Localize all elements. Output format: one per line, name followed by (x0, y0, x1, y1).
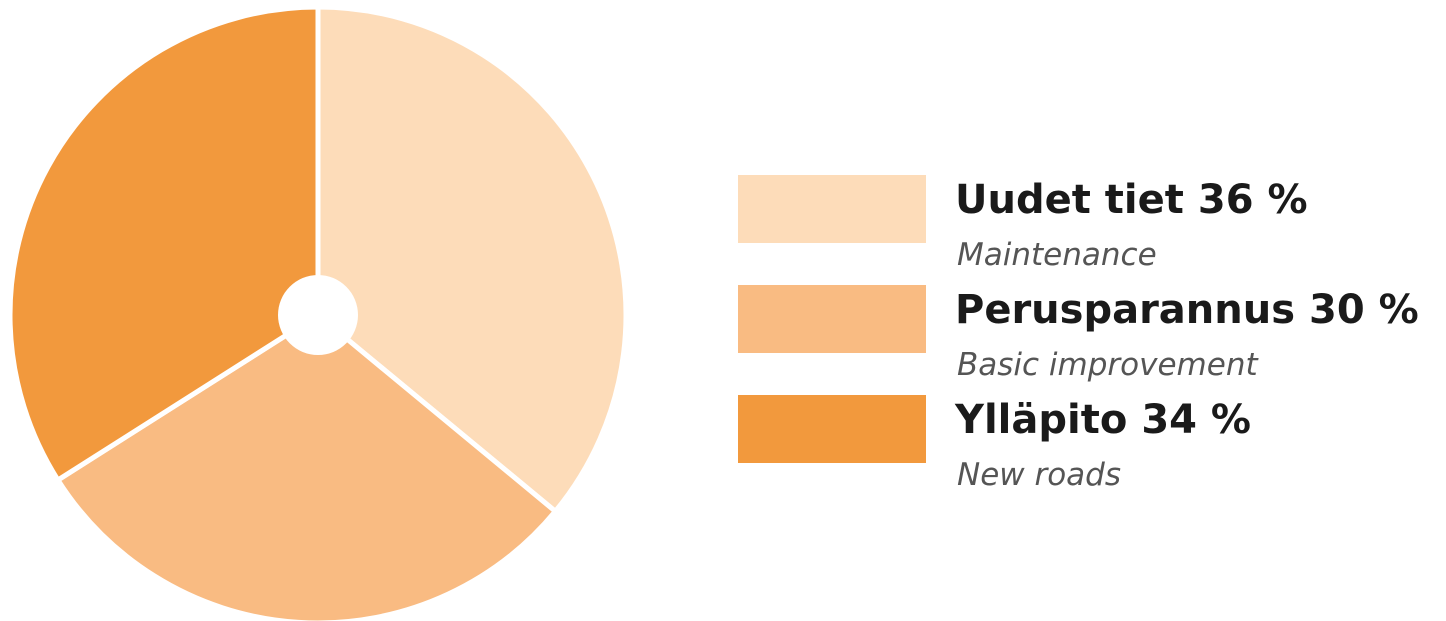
legend-translation: Basic improvement (957, 347, 1259, 383)
legend-value: 30 % (1309, 287, 1419, 333)
legend-swatch (738, 285, 926, 353)
legend-translation: Maintenance (957, 237, 1157, 273)
legend-label: Ylläpito 34 % (954, 397, 1251, 443)
legend-label: Perusparannus 30 % (955, 287, 1419, 333)
pie-slice (7, 4, 321, 484)
pie-slice (315, 4, 629, 515)
legend-name: Uudet tiet (955, 177, 1184, 223)
legend-value: 34 % (1141, 397, 1251, 443)
legend-name: Ylläpito (954, 397, 1127, 443)
pie-hole (278, 275, 358, 355)
legend-label: Uudet tiet 36 % (955, 177, 1308, 223)
legend-swatch (738, 395, 926, 463)
legend-name: Perusparannus (955, 287, 1295, 333)
legend-translation: New roads (957, 457, 1121, 493)
legend-value: 36 % (1198, 177, 1308, 223)
legend-swatch (738, 175, 926, 243)
pie-slice (54, 311, 559, 621)
